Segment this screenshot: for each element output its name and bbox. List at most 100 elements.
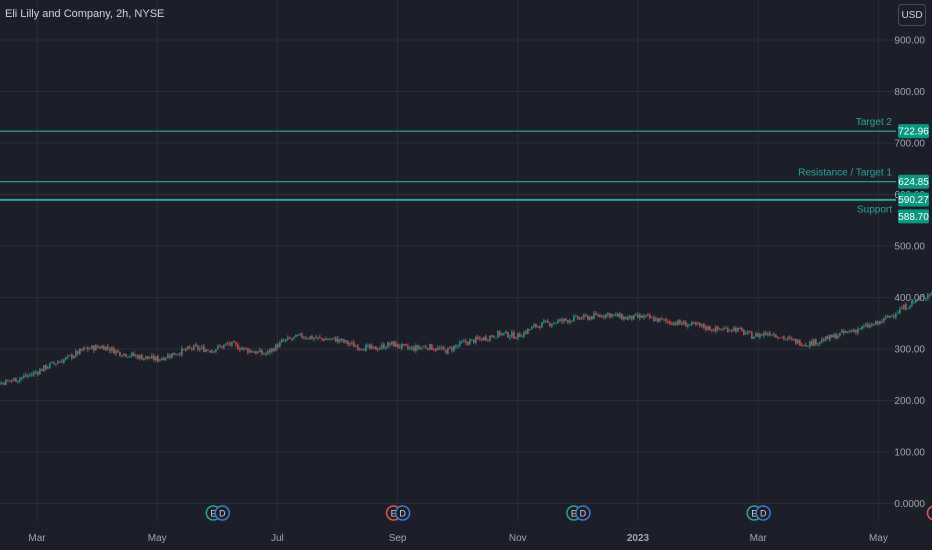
candle-body — [673, 322, 675, 325]
candle-body — [123, 353, 125, 356]
candle-body — [429, 344, 431, 350]
candle-body — [595, 313, 597, 315]
y-tick-label: 200.00 — [894, 396, 925, 407]
candle-body — [251, 350, 253, 353]
candle-body — [601, 315, 603, 318]
candle-body — [785, 338, 787, 340]
candle-body — [761, 334, 763, 336]
candle-body — [915, 300, 917, 303]
candle-body — [211, 350, 213, 353]
candle-body — [653, 317, 655, 322]
candle-body — [557, 320, 559, 323]
candle-body — [505, 331, 507, 334]
candle-body — [717, 326, 719, 330]
candle-body — [555, 322, 557, 324]
candle-body — [349, 343, 351, 345]
candle-body — [327, 338, 329, 340]
candle-body — [209, 351, 211, 353]
candle-body — [863, 326, 865, 327]
event-badge-letter: D — [760, 509, 767, 519]
candle-body — [117, 350, 119, 352]
currency-button[interactable]: USD — [898, 4, 926, 26]
candle-body — [221, 346, 223, 348]
candle-body — [95, 345, 97, 351]
x-tick-label: Mar — [28, 533, 46, 544]
candle-body — [35, 372, 37, 374]
candle-body — [23, 375, 25, 378]
candle-body — [715, 326, 717, 332]
candle-body — [447, 347, 449, 355]
candle-body — [901, 308, 903, 310]
candle-body — [553, 322, 555, 324]
candle-body — [425, 346, 427, 349]
candle-body — [289, 337, 291, 339]
candle-body — [759, 334, 761, 338]
candle-body — [67, 355, 69, 357]
candle-body — [29, 374, 31, 376]
candle-body — [871, 324, 873, 326]
candle-body — [679, 319, 681, 324]
candle-body — [919, 297, 921, 299]
candle-body — [299, 333, 301, 335]
candle-body — [475, 337, 477, 343]
symbol-title: Eli Lilly and Company, 2h, NYSE — [5, 8, 165, 20]
candle-body — [799, 340, 801, 346]
candle-body — [627, 317, 629, 320]
candle-body — [135, 355, 137, 357]
candle-body — [727, 328, 729, 332]
candle-body — [395, 343, 397, 348]
candle-body — [483, 336, 485, 341]
candle-body — [657, 317, 659, 322]
candle-body — [329, 339, 331, 341]
dividend-badge-icon — [575, 505, 591, 521]
candle-body — [565, 318, 567, 321]
candle-body — [509, 336, 511, 338]
candle-body — [325, 338, 327, 341]
candle-body — [55, 363, 57, 365]
candle-body — [513, 332, 515, 339]
candle-body — [899, 308, 901, 314]
candle-body — [573, 316, 575, 322]
candle-body — [621, 314, 623, 320]
candle-body — [351, 342, 353, 344]
candle-body — [365, 345, 367, 352]
candle-body — [599, 315, 601, 318]
candle-body — [193, 345, 195, 350]
candle-body — [493, 336, 495, 338]
candle-body — [203, 346, 205, 353]
candle-body — [33, 372, 35, 375]
candle-body — [125, 354, 127, 357]
candle-body — [465, 340, 467, 343]
candle-body — [259, 349, 261, 353]
candle-body — [261, 350, 263, 354]
earnings-badge-icon — [926, 505, 932, 521]
y-tick-label: 500.00 — [894, 242, 925, 253]
candle-body — [449, 347, 451, 349]
candle-body — [199, 348, 201, 350]
candle-body — [419, 347, 421, 349]
candle-body — [887, 316, 889, 318]
candle-body — [575, 315, 577, 317]
candle-body — [71, 354, 73, 359]
candle-body — [17, 380, 19, 382]
candle-body — [149, 358, 151, 359]
candle-body — [179, 353, 181, 355]
candle-body — [893, 315, 895, 317]
candle-body — [699, 322, 701, 326]
candle-body — [7, 380, 9, 382]
candle-body — [0, 382, 1, 385]
candle-body — [525, 331, 527, 334]
candle-body — [827, 336, 829, 340]
candle-body — [497, 331, 499, 338]
candle-body — [477, 336, 479, 339]
candle-body — [547, 321, 549, 323]
candle-body — [171, 353, 173, 358]
candle-body — [405, 344, 407, 346]
candle-body — [467, 342, 469, 345]
candle-body — [879, 321, 881, 324]
candle-body — [153, 355, 155, 361]
candle-body — [245, 348, 247, 349]
candle-body — [59, 361, 61, 363]
